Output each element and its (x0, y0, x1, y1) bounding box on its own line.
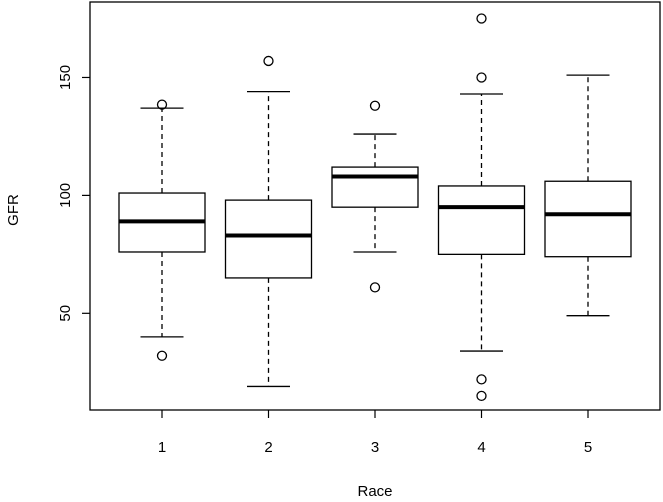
outlier (476, 13, 487, 24)
y-axis-title: GFR (5, 194, 22, 226)
y-tick-label: 50 (57, 305, 74, 322)
outlier (156, 350, 168, 361)
x-tick-label: 5 (584, 439, 592, 456)
box (544, 180, 632, 258)
x-tick-label: 3 (371, 439, 379, 456)
outlier (476, 72, 487, 83)
outlier (476, 390, 487, 401)
box (437, 185, 526, 255)
x-tick-label: 2 (264, 439, 272, 456)
outlier (156, 99, 168, 110)
outlier (476, 374, 487, 385)
outlier (263, 55, 274, 67)
y-tick-label: 150 (57, 65, 74, 90)
x-tick-label: 4 (477, 439, 485, 456)
outlier (369, 100, 381, 111)
outlier (369, 282, 381, 293)
box (331, 166, 419, 208)
x-tick-label: 1 (158, 439, 166, 456)
box (224, 199, 313, 279)
y-tick-label: 100 (57, 183, 74, 208)
x-axis-title: Race (357, 483, 392, 500)
